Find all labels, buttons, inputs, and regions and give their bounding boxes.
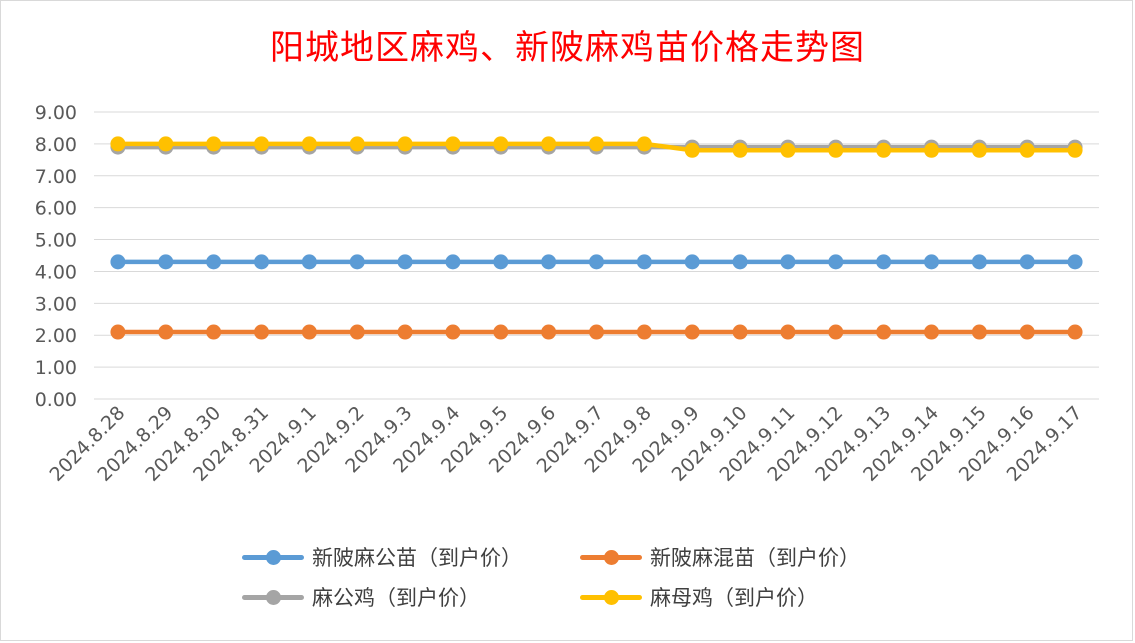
data-point: [1067, 254, 1083, 270]
legend-swatch: [578, 582, 644, 612]
y-tick-label: 1.00: [35, 357, 77, 379]
y-tick-label: 7.00: [35, 166, 77, 188]
y-tick-label: 3.00: [35, 293, 77, 315]
legend-swatch: [240, 542, 306, 572]
data-point: [876, 324, 892, 340]
data-point: [397, 136, 413, 152]
legend-item: 麻公鸡（到户价）: [240, 582, 480, 612]
data-point: [780, 324, 796, 340]
data-point: [732, 254, 748, 270]
legend-label: 新陂麻混苗（到户价）: [650, 546, 860, 570]
data-point: [684, 254, 700, 270]
data-point: [254, 324, 269, 340]
data-point: [349, 324, 365, 340]
data-point: [971, 254, 987, 270]
data-point: [589, 254, 604, 270]
data-point: [110, 136, 126, 152]
data-point: [349, 136, 365, 152]
data-point: [158, 136, 174, 152]
data-point: [1067, 324, 1083, 340]
data-point: [493, 254, 509, 270]
legend-label: 新陂麻公苗（到户价）: [312, 546, 522, 570]
data-point: [876, 142, 892, 158]
data-point: [636, 324, 652, 340]
legend-item: 新陂麻公苗（到户价）: [240, 542, 522, 572]
y-tick-label: 4.00: [35, 261, 77, 283]
legend-item: 麻母鸡（到户价）: [578, 582, 818, 612]
data-point: [541, 254, 557, 270]
data-point: [1019, 142, 1035, 158]
data-point: [876, 254, 892, 270]
legend-item: 新陂麻混苗（到户价）: [578, 542, 860, 572]
data-point: [589, 324, 604, 340]
data-point: [110, 324, 126, 340]
data-point: [301, 136, 317, 152]
data-point: [924, 254, 939, 270]
data-point: [971, 142, 987, 158]
data-point: [397, 254, 413, 270]
y-tick-label: 8.00: [35, 134, 77, 156]
data-point: [828, 324, 844, 340]
data-point: [254, 254, 269, 270]
data-point: [828, 254, 844, 270]
y-tick-label: 9.00: [35, 102, 77, 124]
data-point: [110, 254, 126, 270]
data-point: [828, 142, 844, 158]
data-point: [301, 324, 317, 340]
legend-swatch: [240, 582, 306, 612]
data-point: [206, 324, 222, 340]
data-point: [684, 142, 700, 158]
data-point: [971, 324, 987, 340]
data-point: [206, 136, 222, 152]
legend-swatch: [578, 542, 644, 572]
legend-label: 麻母鸡（到户价）: [650, 586, 818, 610]
y-tick-label: 5.00: [35, 230, 77, 252]
data-point: [924, 142, 939, 158]
legend-label: 麻公鸡（到户价）: [312, 586, 480, 610]
data-point: [541, 136, 557, 152]
data-point: [732, 324, 748, 340]
data-point: [349, 254, 365, 270]
data-point: [445, 254, 461, 270]
y-tick-label: 0.00: [35, 389, 77, 411]
data-point: [924, 324, 939, 340]
data-point: [684, 324, 700, 340]
data-point: [1067, 142, 1083, 158]
data-point: [589, 136, 604, 152]
data-point: [301, 254, 317, 270]
data-point: [1019, 324, 1035, 340]
data-point: [445, 136, 461, 152]
y-tick-label: 6.00: [35, 198, 77, 220]
data-point: [1019, 254, 1035, 270]
y-tick-label: 2.00: [35, 325, 77, 347]
data-point: [732, 142, 748, 158]
data-point: [445, 324, 461, 340]
data-point: [254, 136, 269, 152]
data-point: [397, 324, 413, 340]
chart-title: 阳城地区麻鸡、新陂麻鸡苗价格走势图: [270, 28, 865, 68]
data-point: [493, 324, 509, 340]
data-point: [780, 254, 796, 270]
data-point: [541, 324, 557, 340]
data-point: [206, 254, 222, 270]
data-point: [158, 254, 174, 270]
data-point: [493, 136, 509, 152]
data-point: [636, 136, 652, 152]
data-point: [636, 254, 652, 270]
data-point: [158, 324, 174, 340]
data-point: [780, 142, 796, 158]
